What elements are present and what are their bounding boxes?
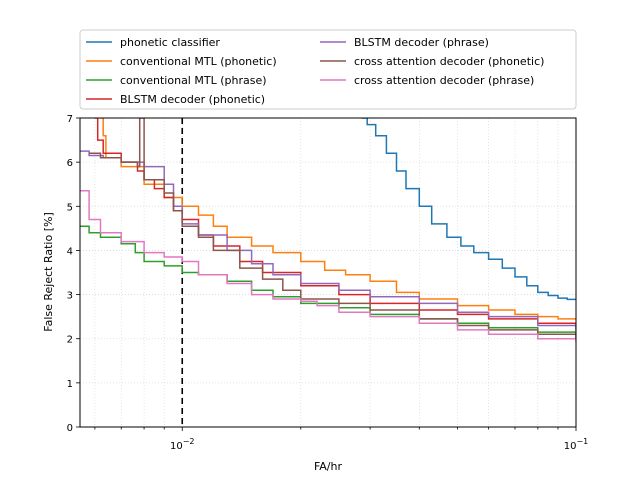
x-axis-label: FA/hr bbox=[314, 460, 343, 473]
legend-label: BLSTM decoder (phrase) bbox=[354, 36, 489, 49]
y-tick-label: 5 bbox=[67, 202, 73, 213]
y-tick-label: 7 bbox=[67, 114, 73, 125]
legend-label: BLSTM decoder (phonetic) bbox=[120, 93, 265, 106]
y-axis-label: False Reject Ratio [%] bbox=[42, 212, 55, 331]
plot-frame bbox=[79, 117, 577, 428]
y-tick-label: 0 bbox=[67, 423, 73, 434]
y-tick-label: 3 bbox=[67, 291, 73, 302]
x-tick-label: 10−1 bbox=[564, 437, 589, 452]
y-tick-label: 2 bbox=[67, 335, 73, 346]
y-tick-label: 4 bbox=[67, 246, 73, 257]
legend-label: cross attention decoder (phonetic) bbox=[354, 55, 544, 68]
series-layer bbox=[80, 118, 576, 343]
legend-frame bbox=[79, 29, 577, 110]
series-line bbox=[89, 118, 576, 340]
legend-label: cross attention decoder (phrase) bbox=[354, 74, 534, 87]
legend-label: conventional MTL (phrase) bbox=[120, 74, 267, 87]
y-tick-label: 1 bbox=[67, 379, 73, 390]
series-line bbox=[80, 190, 576, 343]
series-line bbox=[361, 118, 576, 301]
legend-label: conventional MTL (phonetic) bbox=[120, 55, 277, 68]
legend: phonetic classifier conventional MTL (pho… bbox=[79, 29, 577, 110]
x-tick-label: 10−2 bbox=[170, 437, 195, 452]
y-tick-label: 6 bbox=[67, 158, 73, 169]
tick-layer: 10−2 10−1 0 1 2 3 4 5 6 7 bbox=[67, 114, 589, 452]
legend-label: phonetic classifier bbox=[120, 36, 220, 49]
